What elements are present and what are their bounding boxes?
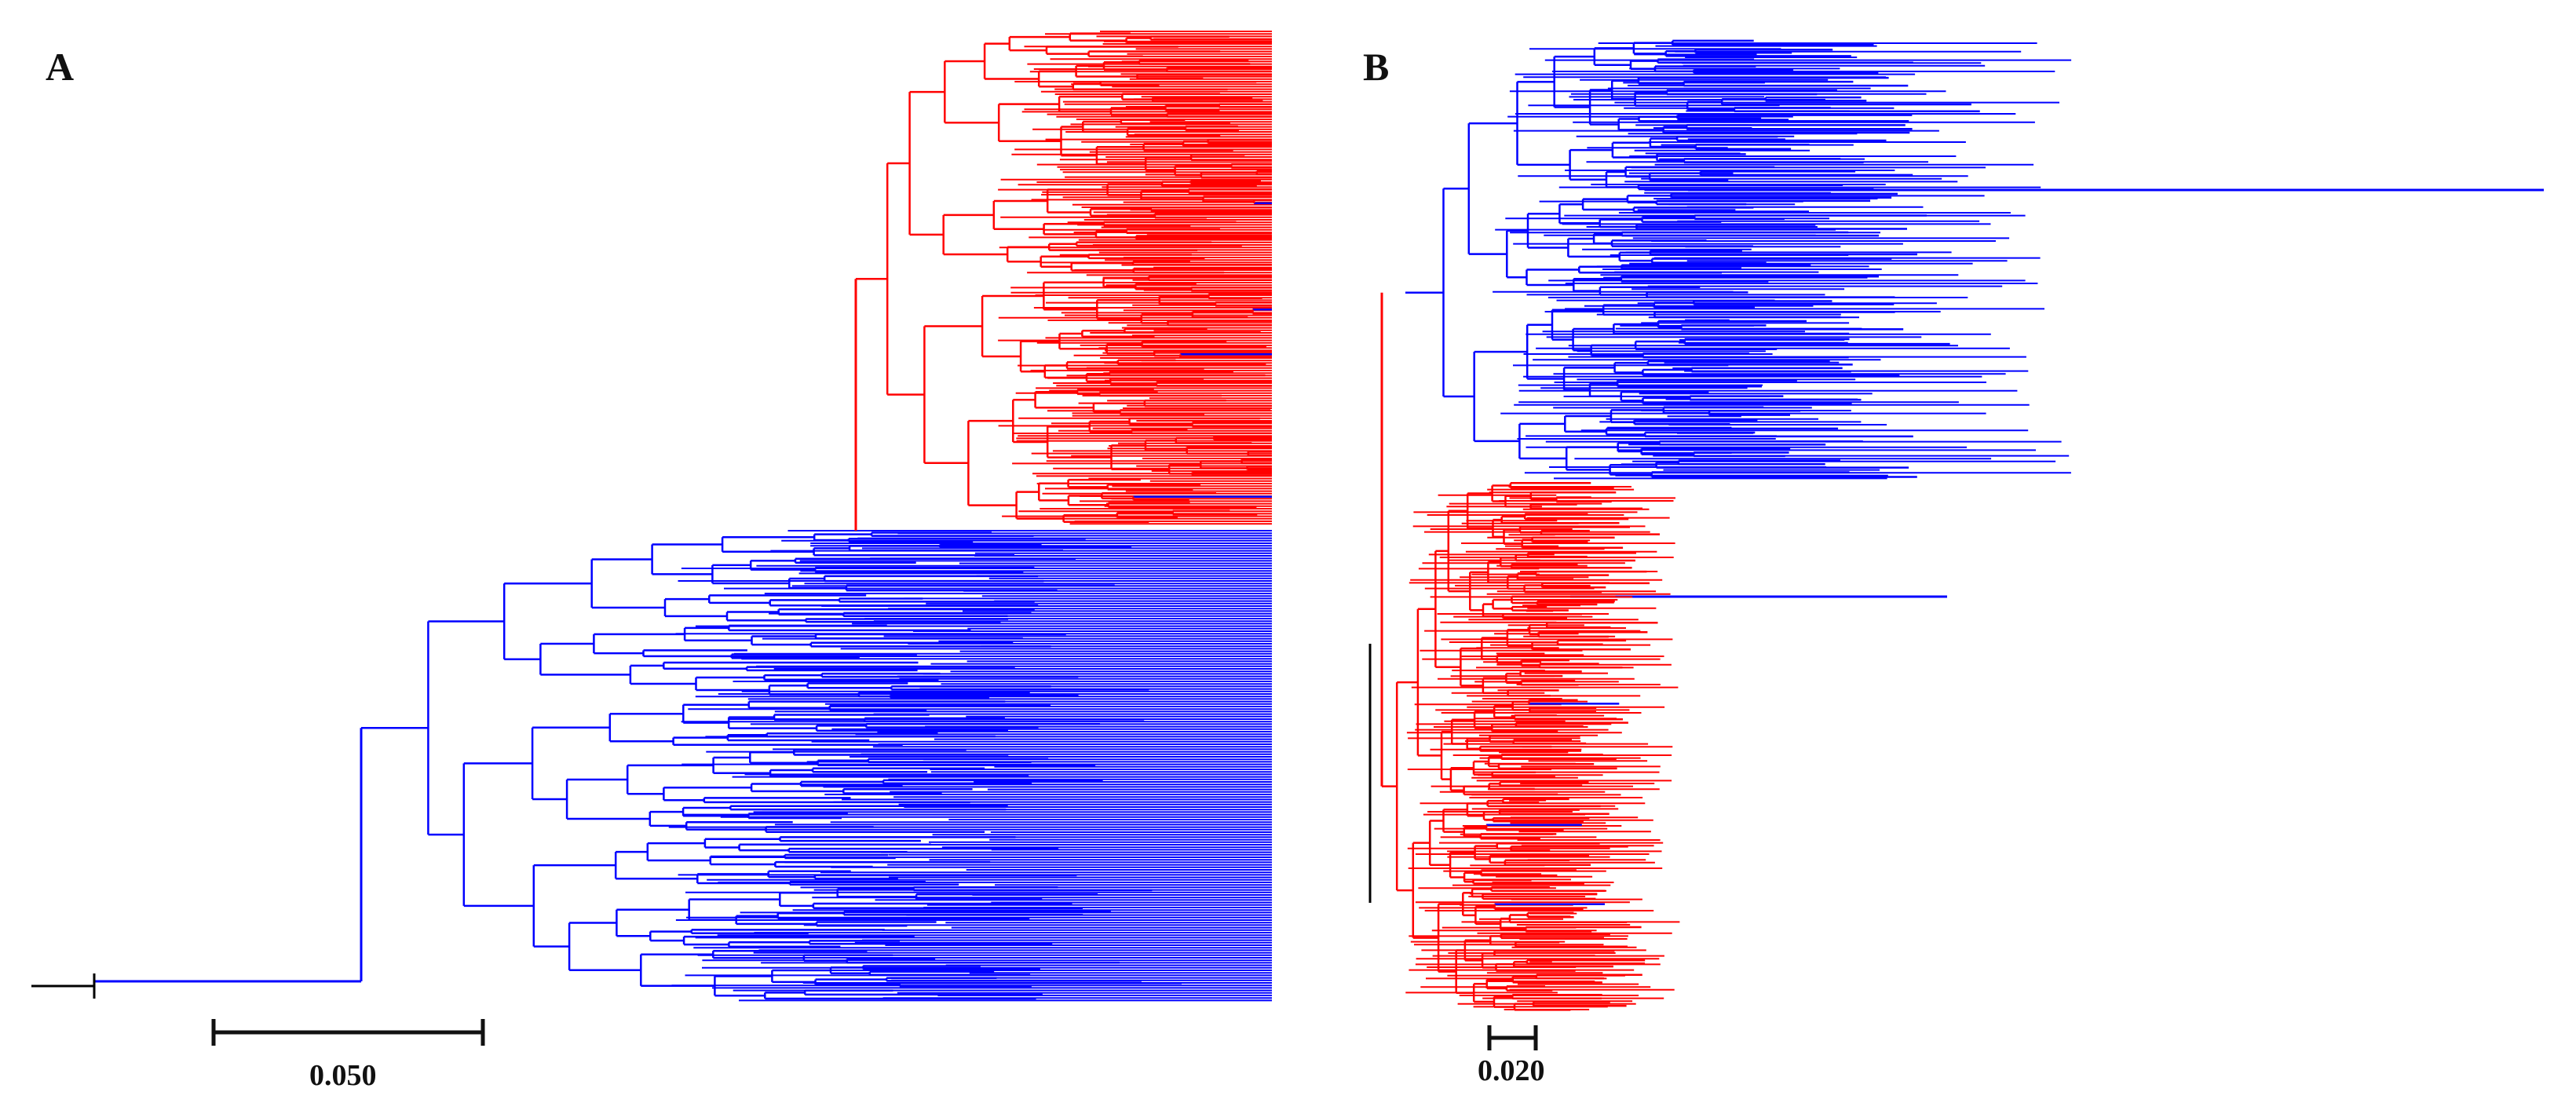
panel-b-tree	[1368, 39, 2544, 1011]
panel-a-scale-label: 0.050	[309, 1059, 377, 1092]
panel-a-tree	[31, 31, 1272, 1002]
panel-b-scale-label: 0.020	[1478, 1054, 1545, 1087]
panel-b-scale-bar: 0.020	[1478, 1025, 1545, 1087]
panel-b-label: B	[1363, 45, 1389, 89]
panel-b: B 0.020	[1363, 39, 2544, 1087]
panel-a: A 0.050	[31, 31, 1272, 1092]
panel-a-scale-bar: 0.050	[211, 1019, 485, 1092]
panel-a-label: A	[46, 45, 74, 89]
